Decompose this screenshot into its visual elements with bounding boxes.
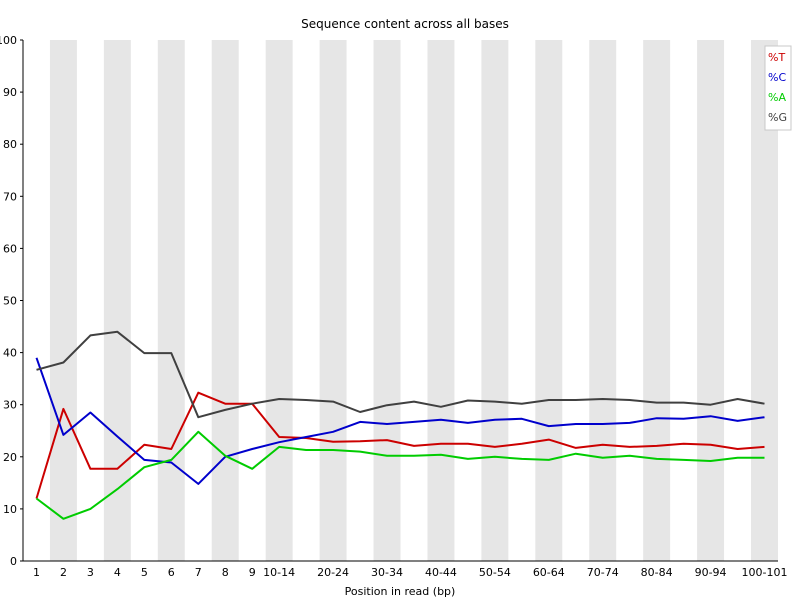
x-tick-label: 2 — [60, 566, 67, 579]
y-tick-label: 90 — [3, 86, 17, 99]
legend-box — [764, 45, 792, 131]
y-tick-label: 30 — [3, 399, 17, 412]
x-tick-label: 30-34 — [371, 566, 403, 579]
y-tick-label: 10 — [3, 503, 17, 516]
y-tick-label: 0 — [10, 555, 17, 568]
y-tick-label: 70 — [3, 190, 17, 203]
x-tick-label: 60-64 — [533, 566, 565, 579]
x-tick-label: 10-14 — [263, 566, 295, 579]
grid-band — [211, 40, 239, 561]
y-tick-label: 80 — [3, 138, 17, 151]
x-tick-label: 8 — [222, 566, 229, 579]
x-tick-label: 100-101 — [742, 566, 788, 579]
y-tick-label: 20 — [3, 451, 17, 464]
series-lines — [35, 330, 765, 520]
legend-entry: %T — [768, 51, 785, 64]
grid-band — [697, 40, 725, 561]
grid-band — [481, 40, 509, 561]
x-tick-label: 1 — [33, 566, 40, 579]
series-line-pct-c — [35, 357, 765, 485]
x-axis-label: Position in read (bp) — [345, 585, 456, 598]
grid-band — [589, 40, 617, 561]
legend: %T %C %A %G — [764, 45, 792, 131]
x-tick-label: 6 — [168, 566, 175, 579]
x-tick-label: 5 — [141, 566, 148, 579]
series-line-pct-a — [35, 430, 765, 520]
grid-band — [643, 40, 671, 561]
grid-band — [103, 40, 131, 561]
legend-entry: %C — [768, 71, 786, 84]
y-tick-label: 40 — [3, 347, 17, 360]
x-tick-label: 80-84 — [641, 566, 673, 579]
grid-band — [49, 40, 77, 561]
y-tick-label: 50 — [3, 295, 17, 308]
legend-entry: %G — [768, 111, 787, 124]
grid-bands — [49, 40, 778, 561]
x-tick-label: 90-94 — [695, 566, 727, 579]
y-tick-label: 60 — [3, 242, 17, 255]
legend-entry: %A — [768, 91, 786, 104]
grid-band — [265, 40, 293, 561]
grid-band — [535, 40, 563, 561]
x-tick-label: 70-74 — [587, 566, 619, 579]
y-tick-label: 100 — [0, 34, 17, 47]
x-tick-label: 3 — [87, 566, 94, 579]
grid-band — [427, 40, 455, 561]
x-tick-label: 4 — [114, 566, 121, 579]
grid-band — [157, 40, 185, 561]
x-tick-label: 40-44 — [425, 566, 457, 579]
x-tick-label: 7 — [195, 566, 202, 579]
series-line-pct-t — [35, 391, 765, 499]
x-tick-label: 50-54 — [479, 566, 511, 579]
x-tick-label: 20-24 — [317, 566, 349, 579]
chart-title: Sequence content across all bases — [301, 17, 509, 31]
grid-band — [319, 40, 347, 561]
axes: 0 10 20 30 40 50 60 70 80 90 100 1 2 3 4 5 6 7 8 9 10-14 20-2… — [0, 34, 788, 579]
x-tick-label: 9 — [249, 566, 256, 579]
series-line-pct-g — [36, 330, 765, 419]
grid-band — [373, 40, 401, 561]
